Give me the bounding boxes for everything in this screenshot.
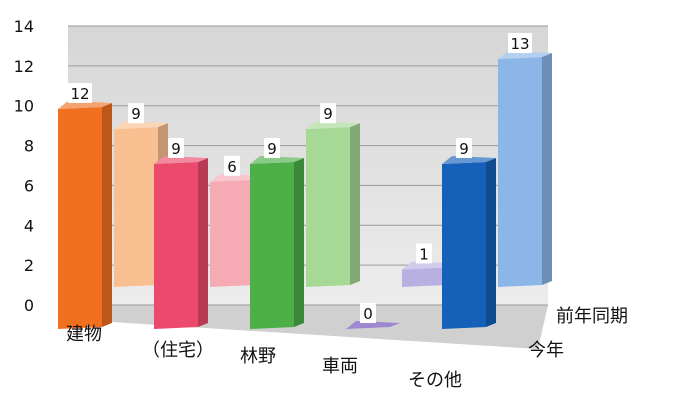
bar-top xyxy=(306,121,360,130)
data-label: 1 xyxy=(419,245,429,263)
bar-front xyxy=(402,267,446,287)
data-labels: 9 6 9 1 13 12 9 9 0 9 xyxy=(68,33,532,323)
y-tick-label: 12 xyxy=(14,57,34,76)
bar-top xyxy=(346,321,400,329)
data-label-box xyxy=(456,137,472,158)
data-label-box xyxy=(264,137,280,158)
bar-side xyxy=(486,157,496,327)
bar-side xyxy=(350,123,360,285)
category-label: 車両 xyxy=(322,356,358,377)
bar-front xyxy=(114,127,158,287)
data-label: 6 xyxy=(227,158,237,176)
y-tick-label: 2 xyxy=(24,256,34,275)
data-label: 9 xyxy=(323,105,333,123)
series-label: 前年同期 xyxy=(556,306,628,327)
y-tick-label: 10 xyxy=(14,97,34,116)
category-label: 建物 xyxy=(66,324,102,345)
bar-side xyxy=(198,157,208,327)
y-axis-ticks: 0 2 4 6 8 10 12 14 xyxy=(14,17,34,315)
bar-side xyxy=(294,157,304,327)
bar-side xyxy=(102,102,112,327)
data-label: 13 xyxy=(510,35,529,53)
bar-front xyxy=(498,57,542,287)
bar-top xyxy=(114,121,168,130)
series-label: 今年 xyxy=(528,340,564,361)
data-label-box xyxy=(68,82,92,103)
data-label-box xyxy=(416,243,432,264)
series-labels: 今年 前年同期 xyxy=(528,306,628,361)
data-label: 0 xyxy=(363,305,373,323)
bar-front xyxy=(58,106,102,329)
y-tick-label: 6 xyxy=(24,176,34,195)
bar-top xyxy=(154,155,208,164)
data-label: 9 xyxy=(267,140,277,158)
data-label-box xyxy=(320,103,336,124)
data-label-box xyxy=(224,155,240,176)
category-label: 林野 xyxy=(240,346,276,367)
y-tick-label: 8 xyxy=(24,137,34,156)
category-label: （住宅） xyxy=(142,340,214,361)
bar-front xyxy=(306,127,350,287)
y-tick-label: 14 xyxy=(14,17,34,36)
data-label: 9 xyxy=(459,140,469,158)
bar-front xyxy=(442,161,486,329)
data-label-box xyxy=(508,33,532,54)
bar-side xyxy=(542,53,552,285)
category-label: その他 xyxy=(408,370,462,391)
bar-top xyxy=(442,155,496,164)
bar-front xyxy=(154,161,198,329)
data-label-box xyxy=(168,137,184,158)
y-tick-label: 4 xyxy=(24,216,34,235)
data-label-box xyxy=(360,303,376,323)
data-label: 9 xyxy=(131,105,141,123)
data-label-box xyxy=(128,103,144,124)
bar-front xyxy=(250,161,294,329)
data-label: 9 xyxy=(171,140,181,158)
bar-top xyxy=(250,155,304,164)
data-label: 12 xyxy=(70,85,89,103)
bar-front xyxy=(210,179,254,287)
bars xyxy=(58,51,552,329)
y-tick-label: 0 xyxy=(24,296,34,315)
